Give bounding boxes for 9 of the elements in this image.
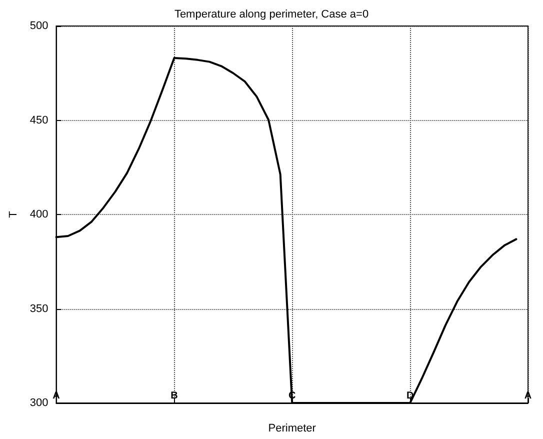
y-tick-label: 400 bbox=[30, 208, 48, 220]
y-axis-title: T bbox=[8, 210, 20, 218]
chart-title: Temperature along perimeter, Case a=0 bbox=[174, 8, 369, 20]
y-tick-label: 350 bbox=[30, 302, 48, 315]
x-axis-title: Perimeter bbox=[268, 422, 316, 434]
y-tick-label: 500 bbox=[30, 20, 48, 32]
y-tick-label: 300 bbox=[30, 397, 48, 409]
x-tick-label: B bbox=[170, 390, 178, 402]
y-tick-label: 450 bbox=[30, 114, 48, 126]
